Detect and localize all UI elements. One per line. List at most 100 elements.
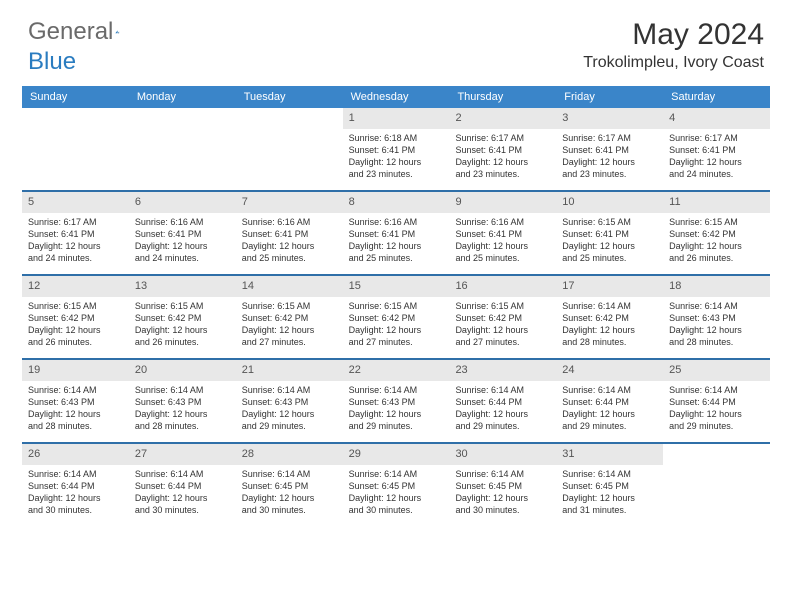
day-body: Sunrise: 6:15 AMSunset: 6:42 PMDaylight:… xyxy=(449,297,556,355)
day-line: and 28 minutes. xyxy=(669,336,764,348)
day-cell: 17Sunrise: 6:14 AMSunset: 6:42 PMDayligh… xyxy=(556,276,663,358)
logo-text-1: General xyxy=(28,18,113,46)
day-cell: 15Sunrise: 6:15 AMSunset: 6:42 PMDayligh… xyxy=(343,276,450,358)
day-line: and 30 minutes. xyxy=(242,504,337,516)
day-number: 30 xyxy=(449,444,556,465)
day-number: 18 xyxy=(663,276,770,297)
day-line: Sunrise: 6:14 AM xyxy=(242,468,337,480)
location: Trokolimpleu, Ivory Coast xyxy=(583,54,764,72)
day-line: Daylight: 12 hours xyxy=(562,324,657,336)
day-line: and 23 minutes. xyxy=(349,168,444,180)
day-body: Sunrise: 6:17 AMSunset: 6:41 PMDaylight:… xyxy=(663,129,770,187)
day-number: 13 xyxy=(129,276,236,297)
day-cell: 20Sunrise: 6:14 AMSunset: 6:43 PMDayligh… xyxy=(129,360,236,442)
day-line: Sunrise: 6:16 AM xyxy=(135,216,230,228)
day-line: Sunset: 6:43 PM xyxy=(135,396,230,408)
day-line: Daylight: 12 hours xyxy=(349,408,444,420)
day-cell: 3Sunrise: 6:17 AMSunset: 6:41 PMDaylight… xyxy=(556,108,663,190)
logo: General xyxy=(28,18,141,46)
day-line: Daylight: 12 hours xyxy=(669,408,764,420)
day-body: Sunrise: 6:16 AMSunset: 6:41 PMDaylight:… xyxy=(129,213,236,271)
day-line: Sunrise: 6:16 AM xyxy=(349,216,444,228)
day-number xyxy=(129,108,236,128)
day-line: Sunrise: 6:14 AM xyxy=(349,384,444,396)
day-line: and 27 minutes. xyxy=(242,336,337,348)
day-body: Sunrise: 6:17 AMSunset: 6:41 PMDaylight:… xyxy=(449,129,556,187)
day-body: Sunrise: 6:15 AMSunset: 6:42 PMDaylight:… xyxy=(129,297,236,355)
day-line: Daylight: 12 hours xyxy=(349,492,444,504)
day-line: Sunrise: 6:15 AM xyxy=(135,300,230,312)
day-number: 28 xyxy=(236,444,343,465)
day-number: 16 xyxy=(449,276,556,297)
day-number: 26 xyxy=(22,444,129,465)
day-line: and 25 minutes. xyxy=(455,252,550,264)
day-number: 6 xyxy=(129,192,236,213)
day-cell: 9Sunrise: 6:16 AMSunset: 6:41 PMDaylight… xyxy=(449,192,556,274)
day-cell: 19Sunrise: 6:14 AMSunset: 6:43 PMDayligh… xyxy=(22,360,129,442)
day-line: and 30 minutes. xyxy=(455,504,550,516)
day-number: 10 xyxy=(556,192,663,213)
day-line: Sunset: 6:41 PM xyxy=(242,228,337,240)
day-line: Sunset: 6:41 PM xyxy=(562,144,657,156)
day-number xyxy=(236,108,343,128)
day-number: 11 xyxy=(663,192,770,213)
day-cell-blank xyxy=(22,108,129,190)
day-line: Sunset: 6:41 PM xyxy=(562,228,657,240)
day-line: Sunset: 6:44 PM xyxy=(562,396,657,408)
day-number: 31 xyxy=(556,444,663,465)
day-line: Sunrise: 6:15 AM xyxy=(242,300,337,312)
day-cell: 5Sunrise: 6:17 AMSunset: 6:41 PMDaylight… xyxy=(22,192,129,274)
day-line: Sunrise: 6:16 AM xyxy=(455,216,550,228)
day-line: Daylight: 12 hours xyxy=(455,408,550,420)
week-row: 26Sunrise: 6:14 AMSunset: 6:44 PMDayligh… xyxy=(22,444,770,526)
day-line: Sunset: 6:41 PM xyxy=(669,144,764,156)
day-line: Sunrise: 6:16 AM xyxy=(242,216,337,228)
day-line: Sunrise: 6:14 AM xyxy=(28,384,123,396)
day-line: Sunset: 6:44 PM xyxy=(455,396,550,408)
day-line: Daylight: 12 hours xyxy=(28,324,123,336)
day-body: Sunrise: 6:15 AMSunset: 6:41 PMDaylight:… xyxy=(556,213,663,271)
day-body: Sunrise: 6:16 AMSunset: 6:41 PMDaylight:… xyxy=(343,213,450,271)
day-body: Sunrise: 6:18 AMSunset: 6:41 PMDaylight:… xyxy=(343,129,450,187)
day-cell: 13Sunrise: 6:15 AMSunset: 6:42 PMDayligh… xyxy=(129,276,236,358)
day-body: Sunrise: 6:16 AMSunset: 6:41 PMDaylight:… xyxy=(236,213,343,271)
day-number: 21 xyxy=(236,360,343,381)
day-line: and 23 minutes. xyxy=(455,168,550,180)
day-header: Tuesday xyxy=(236,86,343,108)
day-line: Sunset: 6:41 PM xyxy=(455,144,550,156)
header: General May 2024 Trokolimpleu, Ivory Coa… xyxy=(0,0,792,76)
day-cell: 12Sunrise: 6:15 AMSunset: 6:42 PMDayligh… xyxy=(22,276,129,358)
day-cell: 29Sunrise: 6:14 AMSunset: 6:45 PMDayligh… xyxy=(343,444,450,526)
day-line: Sunrise: 6:14 AM xyxy=(28,468,123,480)
day-line: Sunset: 6:44 PM xyxy=(669,396,764,408)
day-header: Wednesday xyxy=(343,86,450,108)
day-line: Sunrise: 6:14 AM xyxy=(242,384,337,396)
day-line: Daylight: 12 hours xyxy=(135,492,230,504)
day-body: Sunrise: 6:17 AMSunset: 6:41 PMDaylight:… xyxy=(22,213,129,271)
day-body: Sunrise: 6:15 AMSunset: 6:42 PMDaylight:… xyxy=(663,213,770,271)
logo-text-2: Blue xyxy=(28,48,76,76)
day-line: Sunrise: 6:17 AM xyxy=(28,216,123,228)
day-cell: 22Sunrise: 6:14 AMSunset: 6:43 PMDayligh… xyxy=(343,360,450,442)
day-cell: 30Sunrise: 6:14 AMSunset: 6:45 PMDayligh… xyxy=(449,444,556,526)
day-number: 4 xyxy=(663,108,770,129)
day-line: Sunset: 6:42 PM xyxy=(669,228,764,240)
day-cell: 8Sunrise: 6:16 AMSunset: 6:41 PMDaylight… xyxy=(343,192,450,274)
day-line: and 27 minutes. xyxy=(349,336,444,348)
day-line: Sunset: 6:41 PM xyxy=(349,228,444,240)
day-number: 8 xyxy=(343,192,450,213)
day-line: and 26 minutes. xyxy=(28,336,123,348)
day-line: Daylight: 12 hours xyxy=(242,492,337,504)
week-row: 12Sunrise: 6:15 AMSunset: 6:42 PMDayligh… xyxy=(22,276,770,360)
day-line: Sunrise: 6:15 AM xyxy=(669,216,764,228)
day-line: Sunset: 6:42 PM xyxy=(455,312,550,324)
week-row: 5Sunrise: 6:17 AMSunset: 6:41 PMDaylight… xyxy=(22,192,770,276)
day-line: Sunrise: 6:15 AM xyxy=(28,300,123,312)
day-line: and 28 minutes. xyxy=(135,420,230,432)
day-cell: 21Sunrise: 6:14 AMSunset: 6:43 PMDayligh… xyxy=(236,360,343,442)
day-body: Sunrise: 6:15 AMSunset: 6:42 PMDaylight:… xyxy=(236,297,343,355)
day-line: Daylight: 12 hours xyxy=(562,408,657,420)
day-line: Daylight: 12 hours xyxy=(669,324,764,336)
day-header: Friday xyxy=(556,86,663,108)
day-body: Sunrise: 6:14 AMSunset: 6:43 PMDaylight:… xyxy=(129,381,236,439)
